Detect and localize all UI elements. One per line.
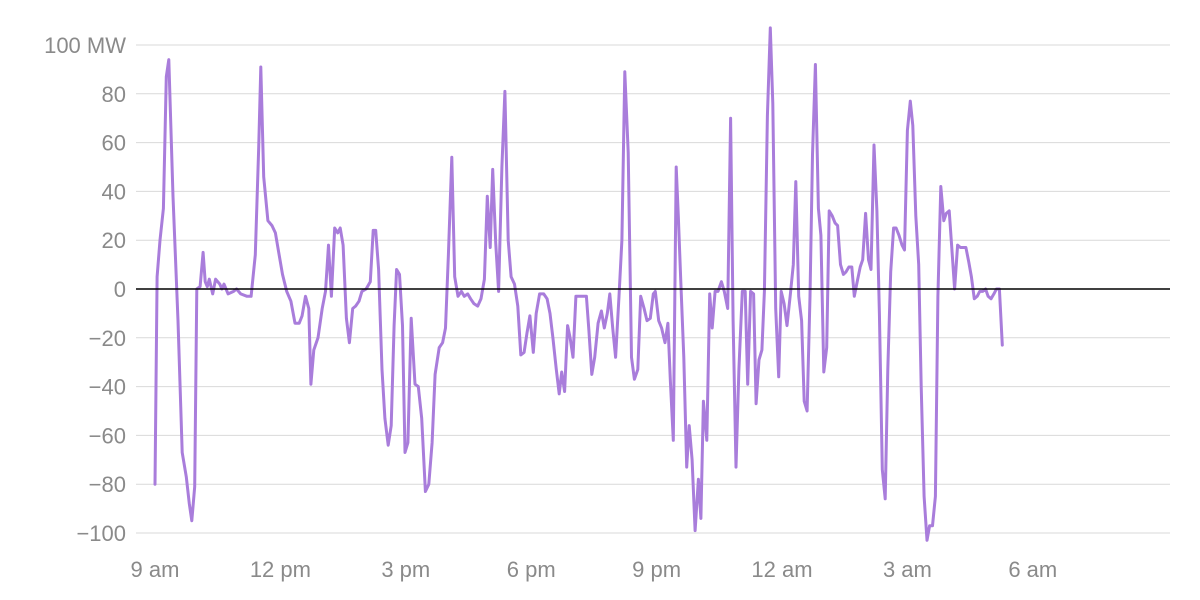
y-tick-label: 40 [102, 179, 126, 204]
x-tick-label: 9 pm [632, 557, 681, 582]
x-tick-label: 6 am [1008, 557, 1057, 582]
x-axis-tick-labels: 9 am 12 pm 3 pm 6 pm 9 pm 12 am 3 am 6 am [131, 557, 1058, 582]
y-tick-label: 80 [102, 82, 126, 107]
y-tick-label: −80 [89, 472, 126, 497]
y-tick-label: −100 [76, 521, 126, 546]
x-tick-label: 9 am [131, 557, 180, 582]
y-tick-label: 20 [102, 228, 126, 253]
x-tick-label: 12 pm [250, 557, 311, 582]
y-tick-label: −60 [89, 423, 126, 448]
y-axis-tick-labels: 100 MW 80 60 40 20 0 −20 −40 −60 −80 −100 [44, 33, 126, 546]
y-tick-label: 60 [102, 131, 126, 156]
x-tick-label: 12 am [751, 557, 812, 582]
y-tick-label: −20 [89, 326, 126, 351]
y-tick-label: 100 MW [44, 33, 126, 58]
x-tick-label: 3 am [883, 557, 932, 582]
y-tick-label: 0 [114, 277, 126, 302]
x-tick-label: 6 pm [507, 557, 556, 582]
series-group [153, 26, 1004, 542]
x-tick-label: 3 pm [381, 557, 430, 582]
y-tick-label: −40 [89, 375, 126, 400]
series-line [153, 26, 1004, 542]
